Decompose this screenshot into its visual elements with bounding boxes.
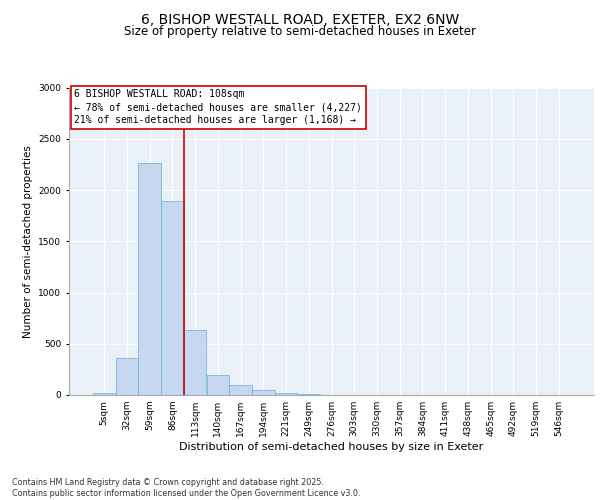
Bar xyxy=(93,394,116,395)
Bar xyxy=(161,202,184,395)
Bar xyxy=(184,330,206,395)
Text: Size of property relative to semi-detached houses in Exeter: Size of property relative to semi-detach… xyxy=(124,25,476,38)
Text: Contains HM Land Registry data © Crown copyright and database right 2025.
Contai: Contains HM Land Registry data © Crown c… xyxy=(12,478,361,498)
Bar xyxy=(139,164,161,395)
Bar xyxy=(229,386,252,395)
Bar xyxy=(206,375,229,395)
Text: 6 BISHOP WESTALL ROAD: 108sqm
← 78% of semi-detached houses are smaller (4,227)
: 6 BISHOP WESTALL ROAD: 108sqm ← 78% of s… xyxy=(74,89,362,126)
Text: 6, BISHOP WESTALL ROAD, EXETER, EX2 6NW: 6, BISHOP WESTALL ROAD, EXETER, EX2 6NW xyxy=(141,12,459,26)
Y-axis label: Number of semi-detached properties: Number of semi-detached properties xyxy=(23,145,33,338)
X-axis label: Distribution of semi-detached houses by size in Exeter: Distribution of semi-detached houses by … xyxy=(179,442,484,452)
Bar xyxy=(275,393,298,395)
Bar xyxy=(298,394,320,395)
Bar xyxy=(116,358,139,395)
Bar xyxy=(252,390,275,395)
